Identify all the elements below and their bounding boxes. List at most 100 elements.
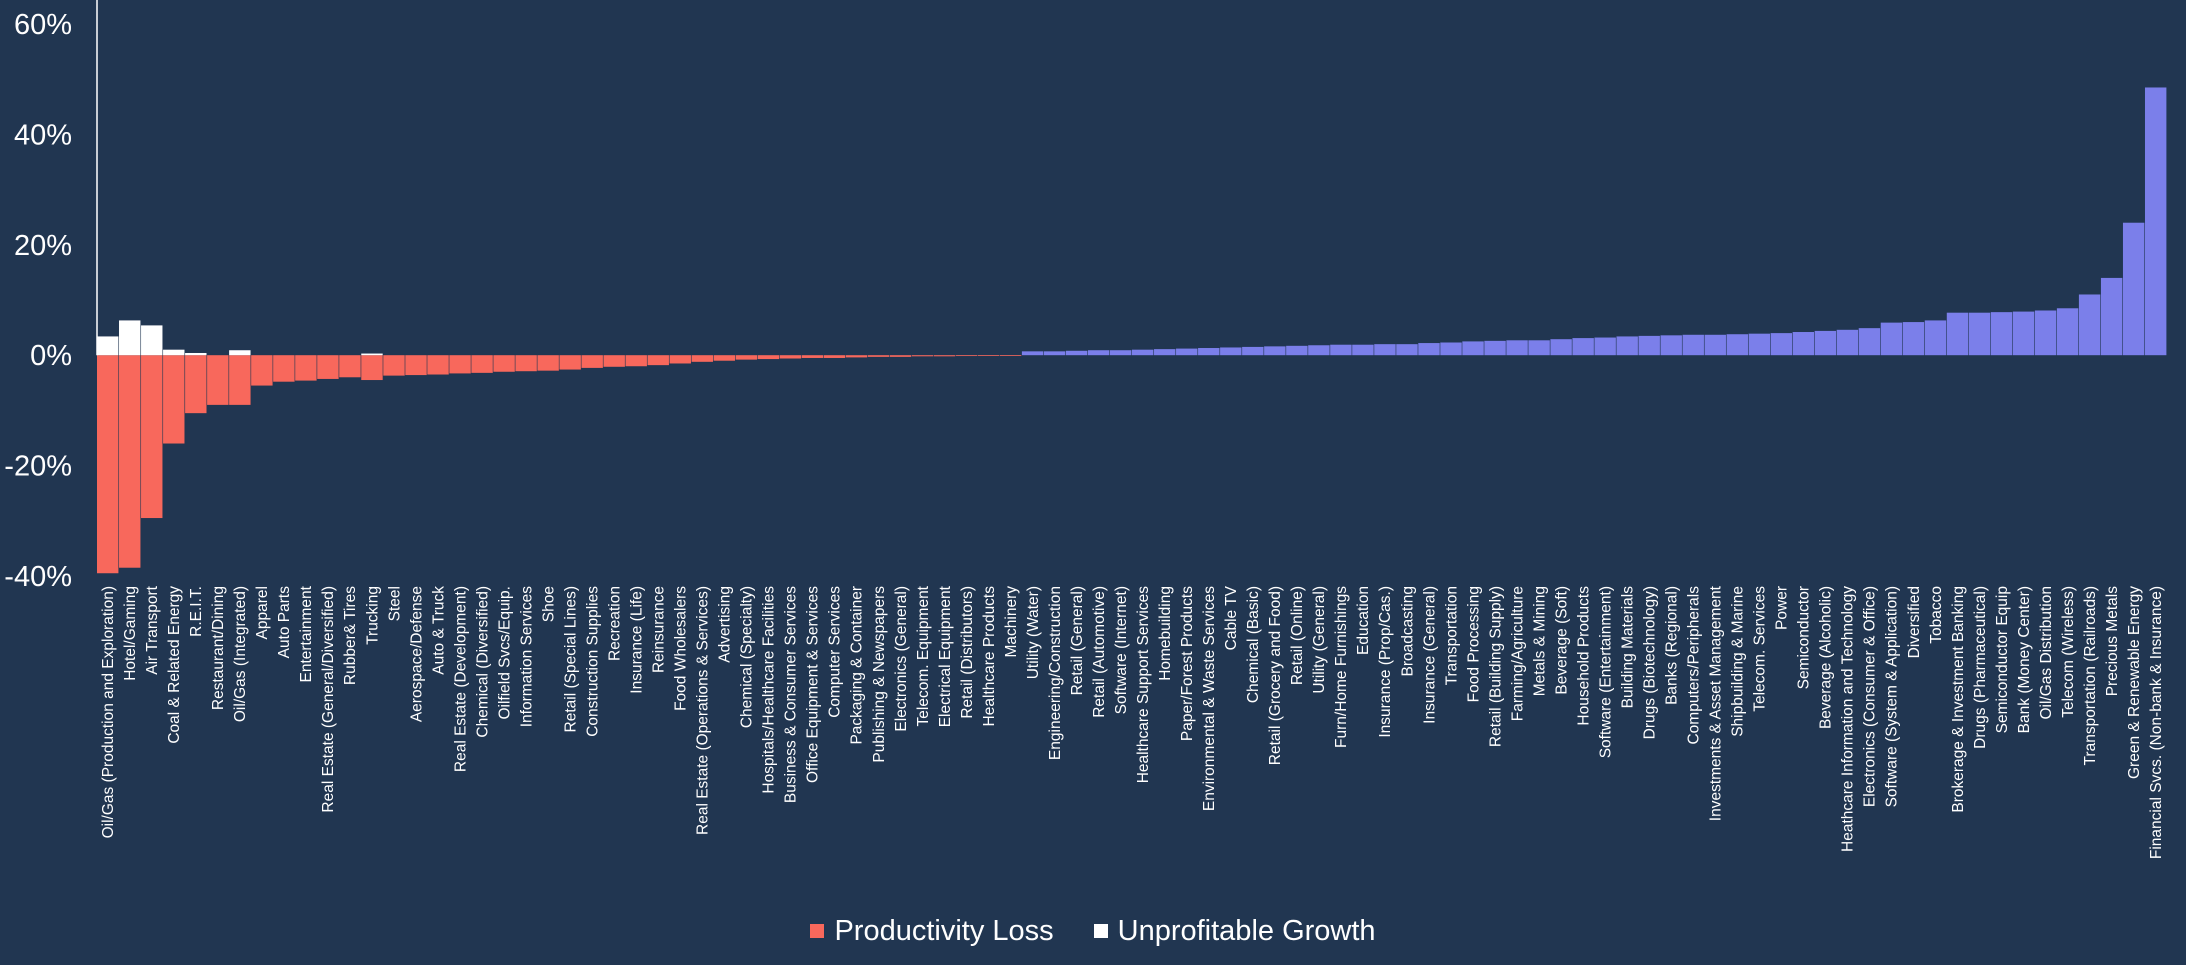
bar-positive [2056,308,2079,356]
bar-productivity-loss [273,355,295,382]
category-label: Computers/Peripherals [1686,586,1703,745]
bar-positive [1726,334,1748,356]
category-label: Machinery [1003,586,1020,658]
bar-productivity-loss [493,355,515,372]
category-label: Furn/Home Furnishings [1333,586,1350,748]
bar-positive [2144,87,2167,356]
bar-unprofitable-growth [119,320,141,356]
bar-productivity-loss [647,355,669,366]
category-label: Oilfield Svcs/Equip. [496,586,513,720]
bar-productivity-loss [933,355,956,357]
category-label: Engineering/Construction [1047,586,1064,760]
legend-swatch-productivity-loss [810,924,825,938]
bar-positive [1990,312,2013,356]
category-label: Diversified [1906,586,1923,658]
category-label: Reinsurance [651,586,668,673]
category-label: Green & Renewable Energy [2126,586,2143,779]
category-label: Electronics (General) [893,586,910,732]
bar-unprofitable-growth [141,325,163,356]
bar-productivity-loss [911,355,934,357]
y-tick-label: 60% [14,9,72,41]
category-label: Entertainment [298,585,315,682]
bar-productivity-loss [625,355,647,367]
category-label: Office Equipment & Services [805,586,822,783]
category-label: Beverage (Soft) [1553,586,1570,695]
bar-positive [1396,344,1418,356]
category-label: Financial Svcs. (Non-bank & Insurance) [2148,586,2165,859]
bar-productivity-loss [823,355,846,358]
category-label: Publishing & Newspapers [871,586,888,763]
category-label: Utility (Water) [1025,586,1042,679]
bar-productivity-loss [845,355,868,358]
category-label: Computer Services [827,586,844,718]
bar-productivity-loss [537,355,559,371]
bar-positive [1418,343,1440,356]
category-label: Information Services [518,586,535,728]
bar-positive [1616,336,1638,356]
category-label: Shoe [540,586,557,622]
category-label: Paper/Forest Products [1179,586,1196,741]
bar-positive [1704,334,1726,356]
category-label: Insurance (Life) [629,586,646,694]
category-label: Healthcare Support Services [1135,586,1152,784]
bar-productivity-loss [471,355,493,373]
bar-productivity-loss [141,355,163,519]
category-label: Hotel/Gaming [122,586,139,681]
category-label: Rubber& Tires [342,586,359,685]
bar-positive [1330,344,1352,356]
bar-productivity-loss [515,355,537,372]
category-label: Education [1355,586,1372,655]
bar-productivity-loss [559,355,581,370]
category-label: Chemical (Specialty) [739,586,756,728]
bar-positive [1154,349,1176,356]
bar-positive [1065,350,1088,356]
category-label: Telecom (Wireless) [2060,586,2077,718]
category-label: Air Transport [144,585,161,674]
y-tick-label: -20% [4,451,72,483]
bar-unprofitable-growth [229,350,251,356]
bar-productivity-loss [97,355,119,574]
bar-productivity-loss [229,355,251,405]
bar-productivity-loss [405,355,427,376]
bar-productivity-loss [119,355,141,568]
bar-productivity-loss [669,355,691,364]
bar-productivity-loss [801,355,824,358]
legend: Productivity Loss Unprofitable Growth [0,914,2186,948]
category-label: Electronics (Consumer & Office) [1862,586,1879,807]
bar-positive [1220,347,1242,356]
category-label: Food Wholesalers [673,586,690,711]
bar-positive [1748,333,1771,356]
y-tick-label: 20% [14,230,72,262]
category-label: Real Estate (Development) [452,586,469,772]
category-label: Oil/Gas (Production and Exploration) [100,586,117,838]
category-label: Broadcasting [1399,586,1416,676]
category-label: Heathcare Information and Technology [1840,586,1857,852]
category-label: Utility (General) [1311,586,1328,694]
category-label: Retail (Building Supply) [1487,586,1504,747]
bar-positive [1572,338,1594,356]
category-label: Bank (Money Center) [2016,586,2033,733]
bar-productivity-loss [251,355,273,386]
bar-productivity-loss [977,355,1000,356]
bar-positive [2078,294,2101,356]
bar-productivity-loss [691,355,713,362]
category-label: Oil/Gas Distribution [2038,586,2055,720]
bar-positive [1484,340,1506,356]
bar-positive [1594,337,1616,356]
category-label: Coal & Related Energy [166,586,183,744]
category-label: Auto & Truck [430,586,447,675]
category-label: Restaurant/Dining [210,586,227,710]
category-label: Advertising [717,586,734,663]
legend-item-productivity-loss: Productivity Loss [810,914,1054,948]
category-label: Cable TV [1223,585,1240,650]
category-label: Retail (Automotive) [1091,586,1108,718]
legend-label-unprofitable-growth: Unprofitable Growth [1117,915,1376,947]
bar-unprofitable-growth [163,349,185,356]
bar-productivity-loss [757,355,780,360]
legend-swatch-unprofitable-growth [1093,924,1108,938]
bar-unprofitable-growth [361,353,383,356]
category-label: Chemical (Diversified) [474,586,491,738]
bar-positive [1506,340,1528,356]
category-label: Transportation (Railroads) [2082,586,2099,765]
